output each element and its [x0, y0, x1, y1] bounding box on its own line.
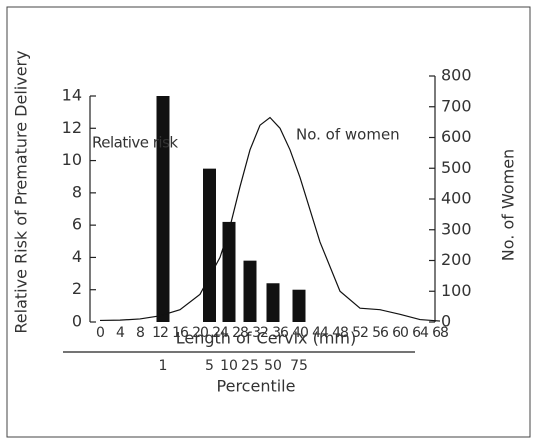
bar [156, 96, 170, 322]
x-tick-label: 4 [116, 325, 125, 341]
bar [266, 283, 280, 322]
x-tick-label: 0 [96, 325, 104, 341]
percentile-label: 1 [159, 358, 168, 374]
y-tick-label: 8 [72, 182, 82, 201]
x-tick-label: 68 [432, 325, 448, 341]
x-tick-label: 8 [136, 325, 144, 341]
y-tick-label: 6 [72, 215, 82, 234]
x-tick-label: 52 [352, 325, 368, 341]
y2-tick-label: 400 [441, 189, 472, 208]
bar [222, 221, 236, 322]
y-tick-label: 4 [72, 247, 82, 266]
y-axis-title: Relative Risk of Premature Delivery [12, 50, 31, 333]
x-tick-label: 12 [152, 325, 168, 341]
y2-tick-label: 800 [441, 66, 472, 85]
y2-tick-label: 100 [441, 281, 472, 300]
bar [243, 260, 257, 322]
y-tick-label: 0 [72, 312, 82, 331]
x-tick-label: 20 [192, 325, 208, 341]
series-annotation: No. of women [296, 126, 400, 144]
y2-tick-label: 300 [441, 219, 472, 238]
percentile-label: 50 [264, 358, 282, 374]
percentile-label: 5 [205, 358, 214, 374]
x-tick-label: 24 [212, 325, 229, 341]
x-tick-label: 28 [232, 325, 248, 341]
percentile-title: Percentile [217, 377, 296, 396]
series-annotation: Relative risk [92, 134, 178, 152]
x-tick-label: 16 [172, 325, 189, 341]
percentile-label: 25 [241, 358, 259, 374]
y2-axis-title: No. of Women [499, 149, 518, 261]
y-tick-label: 14 [62, 86, 82, 105]
x-tick-label: 40 [292, 325, 308, 341]
bar [292, 289, 306, 322]
x-tick-label: 36 [272, 325, 289, 341]
percentile-label: 10 [220, 358, 238, 374]
x-tick-label: 44 [312, 325, 329, 341]
y-tick-label: 2 [72, 279, 82, 298]
y2-tick-label: 500 [441, 158, 472, 177]
bar [203, 168, 216, 322]
x-tick-label: 56 [372, 325, 389, 341]
y2-tick-label: 200 [441, 250, 472, 269]
line [99, 116, 441, 322]
y2-tick-label: 0 [441, 312, 451, 331]
x-tick-label: 48 [332, 325, 348, 341]
x-tick-label: 64 [412, 325, 429, 341]
x-tick-label: 60 [392, 325, 408, 341]
y2-tick-label: 700 [441, 96, 472, 115]
x-axis-title: Length of Cervix (mm) [176, 329, 357, 348]
frame [6, 6, 531, 438]
percentile-label: 75 [290, 358, 308, 374]
y-tick-label: 10 [62, 150, 82, 169]
y2-tick-label: 600 [441, 127, 472, 146]
y-tick-label: 12 [62, 118, 82, 137]
x-tick-label: 32 [252, 325, 268, 341]
